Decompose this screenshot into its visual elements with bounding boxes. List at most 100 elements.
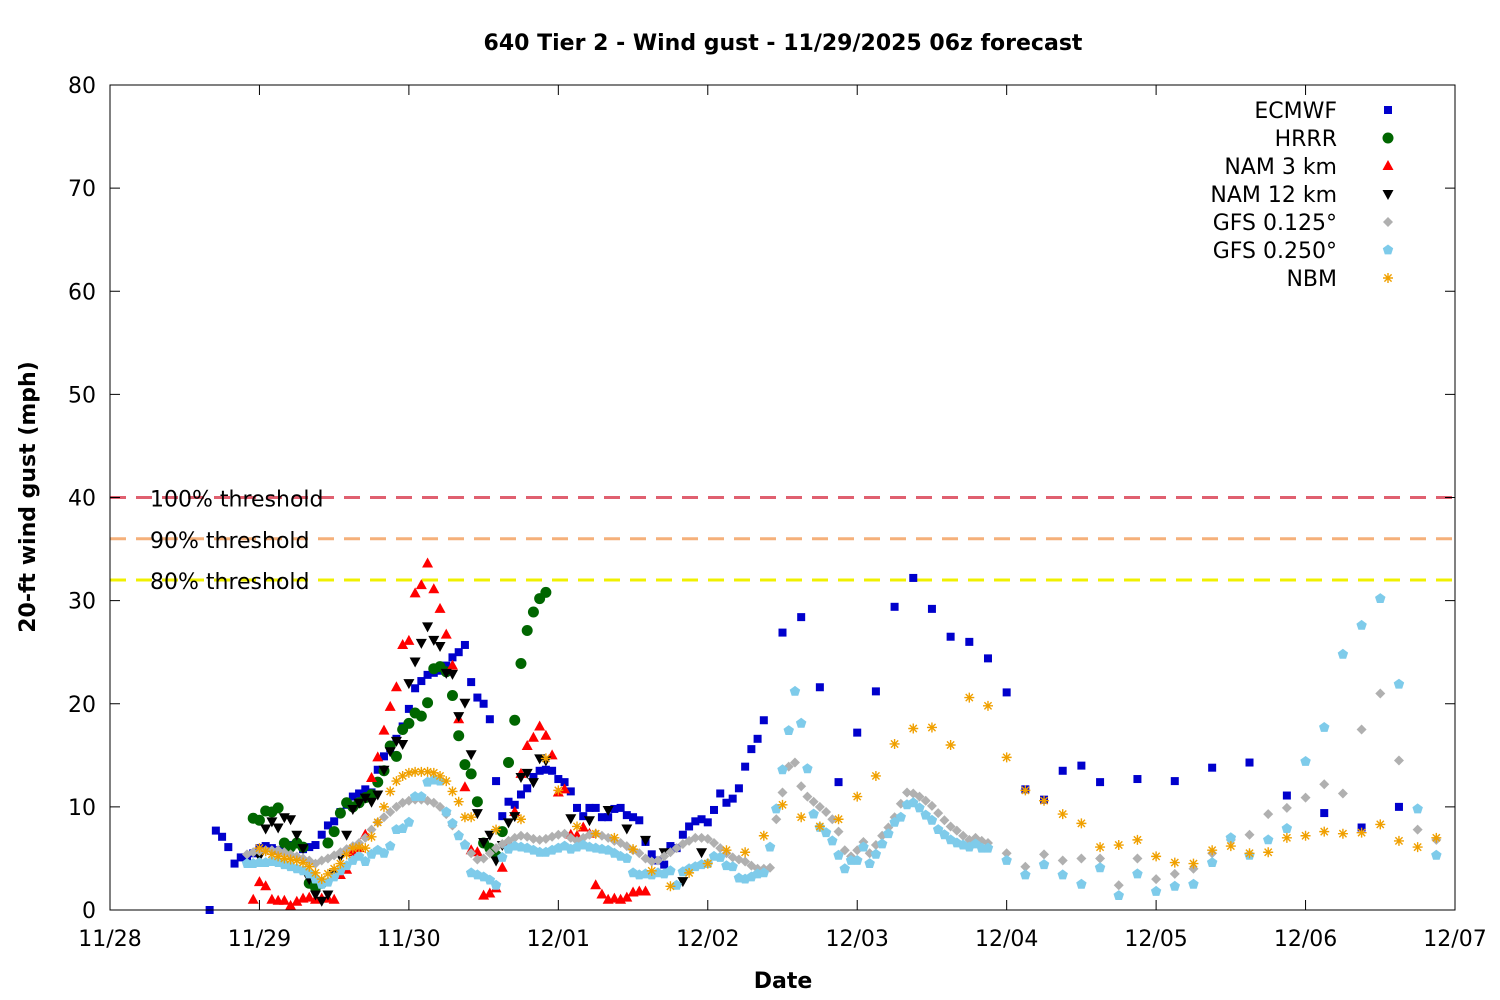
point-gfs-0-250	[1356, 619, 1367, 630]
point-gfs-0-250	[883, 828, 894, 839]
point-gfs-0-125	[1375, 688, 1386, 699]
point-nbm	[515, 814, 526, 825]
point-nbm	[814, 821, 825, 832]
point-nam-3-km	[534, 720, 546, 731]
point-ecmwf	[485, 715, 494, 724]
point-gfs-0-125	[827, 814, 838, 825]
point-hrrr	[503, 757, 515, 769]
point-nam-12-km	[378, 765, 390, 776]
point-gfs-0-250	[982, 842, 994, 853]
point-nam-12-km	[640, 835, 652, 846]
legend-label-nam-12-km: NAM 12 km	[1210, 183, 1337, 208]
point-gfs-0-250	[939, 829, 950, 840]
point-ecmwf	[1077, 761, 1086, 770]
point-gfs-0-250	[1393, 678, 1405, 689]
point-ecmwf	[579, 812, 588, 821]
point-gfs-0-125	[1281, 802, 1292, 813]
point-nam-12-km	[434, 642, 446, 652]
point-nbm	[628, 844, 639, 855]
legend-marker-nam-12-km	[1382, 190, 1394, 200]
point-nbm	[260, 846, 271, 857]
data-points	[205, 557, 1442, 914]
point-gfs-0-250	[827, 835, 838, 846]
point-ecmwf	[473, 693, 482, 702]
point-nam-12-km	[285, 815, 297, 826]
point-gfs-0-250	[1319, 722, 1330, 732]
point-gfs-0-125	[378, 812, 389, 823]
threshold-label-90-threshold: 90% threshold	[150, 529, 310, 554]
point-nbm	[1393, 835, 1404, 846]
point-ecmwf	[373, 765, 382, 774]
point-gfs-0-250	[378, 847, 390, 858]
point-gfs-0-250	[1057, 869, 1068, 880]
point-hrrr	[415, 710, 427, 722]
point-nbm	[721, 845, 732, 856]
point-nbm	[316, 874, 327, 885]
point-gfs-0-250	[932, 824, 944, 834]
point-gfs-0-125	[360, 832, 371, 843]
point-gfs-0-250	[447, 817, 458, 828]
point-ecmwf	[753, 734, 762, 743]
point-ecmwf	[890, 602, 899, 611]
point-gfs-0-125	[1300, 792, 1311, 803]
point-ecmwf	[442, 661, 451, 670]
point-nam-12-km	[272, 823, 284, 834]
y-tick-label: 70	[68, 177, 96, 202]
legend-label-hrrr: HRRR	[1275, 127, 1337, 152]
point-ecmwf	[604, 813, 613, 822]
point-gfs-0-125	[902, 787, 913, 798]
point-nbm	[1207, 845, 1218, 856]
point-gfs-0-250	[914, 802, 925, 813]
legend-label-nbm: NBM	[1286, 267, 1337, 292]
point-gfs-0-125	[1319, 779, 1330, 790]
point-nam-3-km	[484, 887, 496, 898]
point-nbm	[1412, 842, 1423, 853]
point-ecmwf	[741, 762, 750, 771]
point-ecmwf	[566, 787, 575, 796]
point-gfs-0-250	[783, 725, 794, 735]
point-ecmwf	[330, 817, 339, 826]
point-nbm	[403, 767, 414, 778]
point-gfs-0-125	[1393, 755, 1404, 766]
point-ecmwf	[660, 860, 669, 869]
point-nam-12-km	[347, 804, 359, 815]
point-hrrr	[515, 658, 527, 670]
x-tick-label: 11/29	[228, 927, 291, 952]
point-gfs-0-125	[945, 821, 956, 832]
point-nam-12-km	[384, 747, 396, 758]
point-gfs-0-125	[1076, 853, 1087, 864]
point-gfs-0-250	[920, 809, 931, 820]
point-gfs-0-125	[634, 848, 645, 859]
point-ecmwf	[853, 728, 862, 737]
point-gfs-0-125	[920, 795, 931, 806]
point-gfs-0-125	[802, 791, 813, 802]
x-tick-label: 11/30	[377, 927, 440, 952]
point-ecmwf	[1058, 766, 1067, 775]
legend-marker-ecmwf	[1384, 106, 1392, 114]
point-hrrr	[322, 837, 334, 849]
point-gfs-0-250	[1300, 756, 1311, 766]
point-ecmwf	[635, 816, 644, 825]
point-gfs-0-250	[453, 830, 464, 841]
point-ecmwf	[1208, 763, 1217, 772]
point-ecmwf	[1002, 688, 1011, 697]
point-gfs-0-125	[740, 856, 751, 867]
point-nbm	[285, 854, 296, 865]
point-gfs-0-250	[459, 839, 471, 850]
point-ecmwf	[541, 765, 550, 774]
point-nbm	[777, 799, 788, 810]
point-ecmwf	[323, 821, 332, 830]
point-nbm	[1319, 826, 1330, 837]
point-ecmwf	[218, 832, 227, 841]
point-gfs-0-250	[870, 848, 882, 859]
point-nbm	[266, 849, 277, 860]
point-nbm	[254, 843, 265, 854]
point-gfs-0-250	[808, 808, 819, 819]
point-ecmwf	[647, 850, 656, 859]
point-nbm	[466, 812, 477, 823]
point-gfs-0-125	[1113, 880, 1124, 891]
point-ecmwf	[710, 805, 719, 814]
point-nbm	[354, 842, 365, 853]
y-tick-label: 50	[68, 383, 96, 408]
point-nam-12-km	[471, 809, 483, 820]
